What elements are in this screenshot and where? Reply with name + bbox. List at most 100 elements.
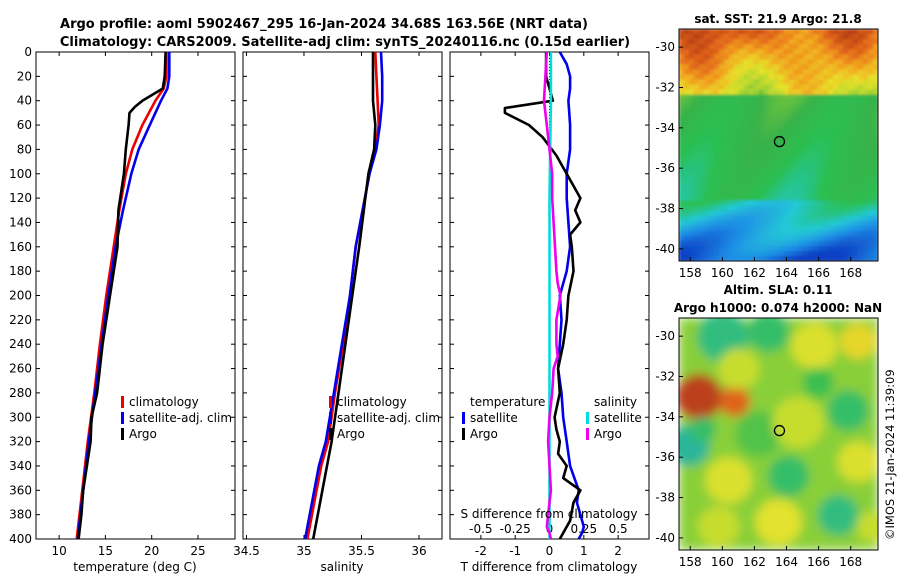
x-tick-label: 168 <box>839 555 862 569</box>
sla-map-subtitle: Argo h1000: 0.074 h2000: NaN <box>674 301 882 315</box>
series-argo <box>77 52 167 539</box>
y-tick-label: 160 <box>9 240 32 254</box>
y-tick-label: -34 <box>655 410 675 424</box>
salinity-panel: 34.5 35 35.5 36 climatology satellite-adj. … <box>233 51 443 574</box>
s-tick-label: -0.25 <box>500 522 531 536</box>
s-tick-label: -0.5 <box>469 522 492 536</box>
imos-credit: ©IMOS 21-Jan-2024 11:39:09 <box>883 369 897 540</box>
y-tick-label: -40 <box>655 531 675 545</box>
legend-label-satellite-clim: satellite-adj. clim <box>129 411 232 425</box>
argo-location-marker <box>773 135 786 148</box>
y-tick-label: 400 <box>9 532 32 546</box>
x-tick-label: 1 <box>580 544 588 558</box>
legend-swatch-satellite-clim <box>329 412 332 424</box>
y-tick-label: -36 <box>655 450 675 464</box>
sst-field <box>679 29 878 261</box>
legend-swatch-t-argo <box>462 428 465 440</box>
y-tick-label: 220 <box>9 313 32 327</box>
y-tick-label: 100 <box>9 167 32 181</box>
x-tick-label: 34.5 <box>233 544 260 558</box>
salinity-x-label: salinity <box>320 560 363 574</box>
legend-swatch-satellite-clim <box>121 412 124 424</box>
series-argo <box>311 52 377 539</box>
temperature-y-ticks: 0 20 40 60 80 100 120 140 160 180 200 220 240 260 280 3… <box>9 45 235 546</box>
temperature-x-label: temperature (deg C) <box>73 560 196 574</box>
x-tick-label: 10 <box>51 544 66 558</box>
y-tick-label: -30 <box>655 40 675 54</box>
x-tick-label: 164 <box>775 555 798 569</box>
x-tick-label: 162 <box>743 555 766 569</box>
argo-location-marker <box>773 424 786 437</box>
legend-label-climatology: climatology <box>129 395 199 409</box>
x-tick-label: 164 <box>775 266 798 280</box>
y-tick-label: 140 <box>9 215 32 229</box>
difference-y-ticks <box>450 51 649 540</box>
y-tick-label: 280 <box>9 386 32 400</box>
series-t-satellite <box>556 52 586 539</box>
salinity-y-ticks <box>243 51 442 540</box>
sla-axes-frame <box>678 317 879 551</box>
temperature-axes-frame <box>35 51 236 540</box>
difference-s-ticks: -0.5-0.2500.250.5 <box>469 522 627 536</box>
difference-top-x-label: S difference from climatology <box>461 507 638 521</box>
y-tick-label: -40 <box>655 242 675 256</box>
legend-title-salinity: salinity <box>594 395 637 409</box>
difference-lines <box>503 52 586 539</box>
legend-swatch-argo <box>121 428 124 440</box>
sla-map-ticks: 158 160 162 164 166 168 -30 -32 -34 -36 -38 -40 <box>655 329 862 569</box>
y-tick-label: 40 <box>17 94 32 108</box>
y-tick-label: 200 <box>9 289 32 303</box>
y-tick-label: -38 <box>655 202 675 216</box>
x-tick-label: 15 <box>98 544 113 558</box>
y-tick-label: -32 <box>655 370 675 384</box>
x-tick-label: -2 <box>475 544 487 558</box>
y-tick-label: 80 <box>17 142 32 156</box>
legend-label-t-satellite: satellite <box>470 411 518 425</box>
y-tick-label: -36 <box>655 161 675 175</box>
legend-label-s-argo: Argo <box>594 427 622 441</box>
sla-field <box>679 318 878 550</box>
salinity-x-ticks: 34.5 35 35.5 36 <box>233 52 427 558</box>
legend-label-t-argo: Argo <box>470 427 498 441</box>
x-tick-label: 162 <box>743 266 766 280</box>
y-tick-label: -38 <box>655 491 675 505</box>
y-tick-label: 260 <box>9 362 32 376</box>
x-tick-label: 158 <box>679 555 702 569</box>
sst-map-title: sat. SST: 21.9 Argo: 21.8 <box>694 12 861 26</box>
legend-swatch-s-argo <box>586 428 589 440</box>
salinity-legend: climatology satellite-adj. clim Argo <box>329 395 440 441</box>
sst-map-panel: sat. SST: 21.9 Argo: 21.8 158 160 162 164 16… <box>655 12 879 280</box>
y-tick-label: 240 <box>9 337 32 351</box>
legend-label-satellite-clim: satellite-adj. clim <box>337 411 440 425</box>
x-tick-label: -1 <box>509 544 521 558</box>
sla-map-title: Altim. SLA: 0.11 <box>724 283 833 297</box>
y-tick-label: 340 <box>9 459 32 473</box>
figure-title-line1: Argo profile: aoml 5902467_295 16-Jan-20… <box>60 17 588 32</box>
x-tick-label: 166 <box>807 266 830 280</box>
difference-legend-temperature: temperature satellite Argo <box>462 395 545 441</box>
x-tick-label: 166 <box>807 555 830 569</box>
legend-title-temperature: temperature <box>470 395 545 409</box>
x-tick-label: 35.5 <box>348 544 375 558</box>
sst-map-ticks: 158 160 162 164 166 168 -30 -32 -34 -36 -38 -40 <box>655 40 862 280</box>
x-tick-label: 160 <box>711 555 734 569</box>
series-satellite-adj-clim <box>303 52 384 539</box>
x-tick-label: 36 <box>411 544 426 558</box>
difference-legend-salinity: salinity satellite Argo <box>586 395 642 441</box>
y-tick-label: 60 <box>17 118 32 132</box>
sla-map-panel: Altim. SLA: 0.11 Argo h1000: 0.074 h2000… <box>655 283 882 569</box>
x-tick-label: 160 <box>711 266 734 280</box>
series-s-argo <box>542 52 562 539</box>
x-tick-label: 2 <box>614 544 622 558</box>
x-tick-label: 0 <box>546 544 554 558</box>
legend-label-climatology: climatology <box>337 395 407 409</box>
legend-label-s-satellite: satellite <box>594 411 642 425</box>
y-tick-label: 380 <box>9 508 32 522</box>
salinity-axes-frame <box>242 51 443 540</box>
y-tick-label: 0 <box>24 45 32 59</box>
y-tick-label: 180 <box>9 264 32 278</box>
legend-swatch-s-satellite <box>586 412 589 424</box>
legend-swatch-t-satellite <box>462 412 465 424</box>
legend-label-argo: Argo <box>337 427 365 441</box>
